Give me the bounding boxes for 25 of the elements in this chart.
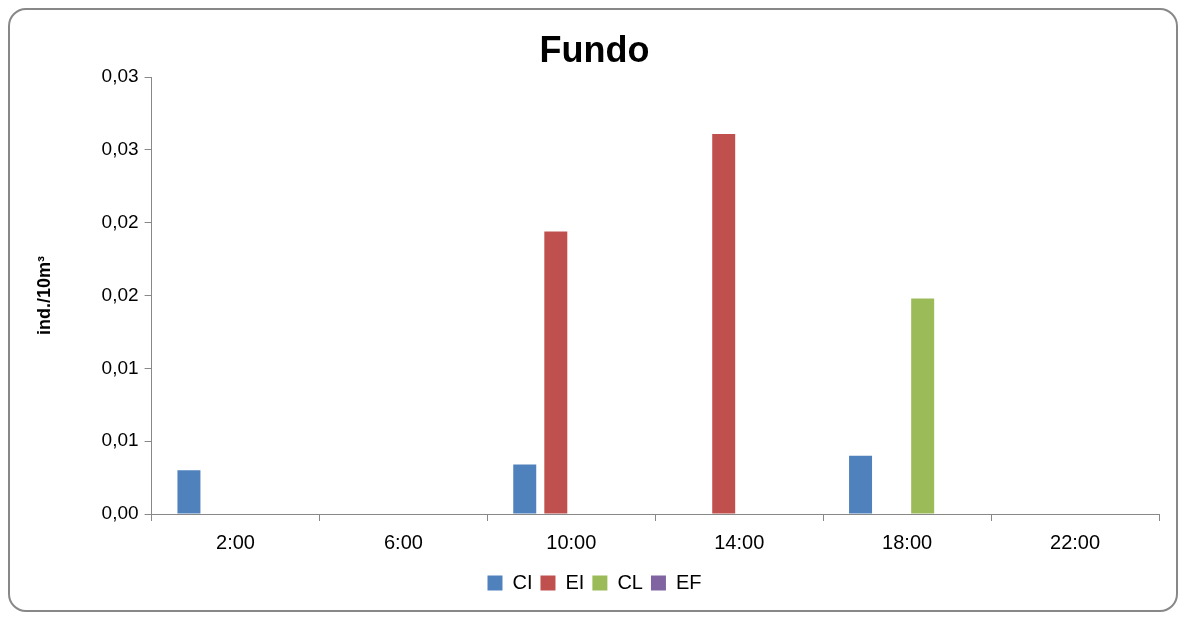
x-tick-label: 10:00 xyxy=(546,530,597,553)
legend-label: CI xyxy=(512,570,533,593)
bar xyxy=(513,464,537,514)
y-tick-label: 0,02 xyxy=(101,283,139,305)
x-tick-label: 22:00 xyxy=(1050,530,1101,553)
y-tick-label: 0,03 xyxy=(101,65,139,87)
x-tick-label: 14:00 xyxy=(714,530,765,553)
bar xyxy=(177,470,201,514)
bar xyxy=(849,455,873,514)
x-tick-label: 2:00 xyxy=(216,530,255,553)
x-tick-label: 6:00 xyxy=(383,530,423,553)
y-tick-label: 0,00 xyxy=(101,502,139,524)
legend-label: EI xyxy=(565,570,585,593)
y-axis-title: ind./10m³ xyxy=(33,256,54,336)
bar xyxy=(911,298,935,514)
bar xyxy=(544,231,568,514)
legend-label: CL xyxy=(617,570,643,593)
chart-title: Fundo xyxy=(539,28,650,70)
y-tick-label: 0,01 xyxy=(101,356,139,378)
y-tick-label: 0,01 xyxy=(101,429,139,451)
legend-label: EF xyxy=(675,570,702,593)
y-tick-label: 0,03 xyxy=(101,138,139,160)
x-tick-label: 18:00 xyxy=(882,530,933,553)
bar xyxy=(712,133,736,514)
y-tick-label: 0,02 xyxy=(101,211,139,233)
